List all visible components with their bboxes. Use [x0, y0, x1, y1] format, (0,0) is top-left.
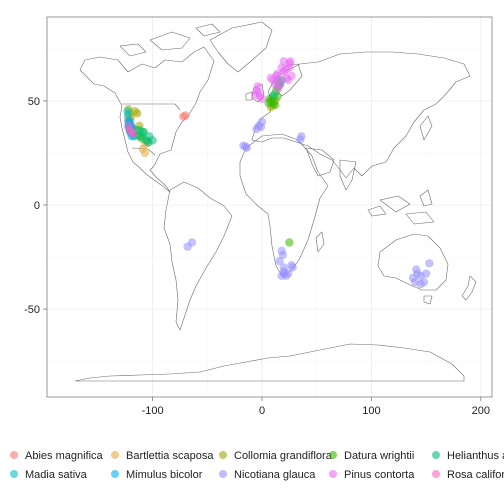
- x-tick-label: -100: [142, 405, 164, 417]
- occurrence-point: [252, 124, 261, 134]
- legend-label: Abies magnifica: [25, 450, 104, 462]
- map-tasmania: [423, 295, 433, 305]
- legend-key: [10, 451, 18, 459]
- occurrence-point: [242, 143, 251, 152]
- x-tick-label: 100: [362, 405, 380, 417]
- legend-key: [329, 451, 337, 459]
- map-border-usa-mexico: [131, 147, 156, 156]
- y-tick-label: 50: [28, 96, 40, 108]
- legend-label: Rosa califor: [447, 469, 504, 481]
- map-new-zealand: [461, 275, 477, 301]
- map-india: [339, 159, 357, 191]
- legend-item: Nicotiana glauca: [219, 469, 316, 481]
- axes: -100 0 100 200 -50 0 50: [24, 16, 493, 417]
- occurrence-point: [179, 112, 188, 121]
- occurrence-point: [297, 132, 306, 141]
- legend-item: Rosa califor: [432, 469, 504, 481]
- plot-area: -100 0 100 200 -50 0 50: [24, 16, 493, 417]
- occurrence-point: [133, 109, 142, 118]
- legend-label: Nicotiana glauca: [234, 469, 316, 481]
- legend-key: [432, 451, 440, 459]
- occurrence-point: [148, 136, 157, 145]
- map-southeast-asia: [367, 189, 435, 225]
- map-madagascar: [315, 231, 325, 253]
- legend-item: Datura wrightii: [329, 450, 414, 462]
- x-tick-label: 200: [472, 405, 490, 417]
- legend-label: Mimulus bicolor: [126, 469, 203, 481]
- legend-label: Helianthus a: [447, 450, 504, 462]
- legend-item: Helianthus a: [432, 450, 504, 462]
- occurrence-point: [270, 100, 280, 110]
- legend-label: Pinus contorta: [344, 469, 415, 481]
- occurrence-point: [253, 82, 262, 91]
- map-australia: [377, 233, 449, 291]
- occurrence-point: [288, 263, 297, 272]
- occurrence-point: [273, 69, 282, 79]
- occurrence-point: [140, 148, 150, 158]
- grid-lines: [47, 17, 492, 397]
- legend: Abies magnifica Bartlettia scaposa Collomi…: [10, 450, 504, 481]
- legend-item: Collomia grandiflora: [219, 450, 333, 462]
- map-north-america: [79, 46, 215, 193]
- map-africa: [239, 133, 329, 277]
- x-tick-label: 0: [259, 405, 265, 417]
- map-south-america: [163, 181, 233, 331]
- occurrence-points: [123, 57, 434, 289]
- legend-item: Pinus contorta: [329, 469, 415, 481]
- occurrence-point: [425, 259, 434, 268]
- legend-key: [219, 470, 227, 478]
- legend-key: [10, 470, 18, 478]
- occurrence-point: [257, 117, 267, 126]
- occurrence-point: [279, 267, 289, 276]
- occurrence-point: [275, 257, 284, 266]
- legend-key: [329, 470, 337, 478]
- map-arabia: [305, 147, 335, 177]
- occurrence-point: [128, 130, 138, 139]
- legend-item: Abies magnifica: [10, 450, 104, 462]
- map-greenland: [209, 21, 273, 73]
- legend-item: Bartlettia scaposa: [111, 450, 214, 462]
- occurrence-point: [285, 238, 294, 247]
- occurrence-point: [419, 277, 429, 287]
- legend-item: Madia sativa: [10, 469, 88, 481]
- legend-label: Bartlettia scaposa: [126, 450, 214, 462]
- legend-label: Datura wrightii: [344, 450, 414, 462]
- occurrence-point: [413, 269, 422, 278]
- legend-label: Madia sativa: [25, 469, 88, 481]
- map-border-canada-usa: [122, 103, 181, 111]
- occurrence-point: [274, 84, 283, 93]
- map-japan: [419, 115, 433, 141]
- legend-key: [111, 451, 119, 459]
- map-antarctica: [74, 343, 465, 382]
- y-tick-label: 0: [34, 200, 40, 212]
- legend-item: Mimulus bicolor: [111, 469, 203, 481]
- legend-key: [111, 470, 119, 478]
- occurrence-point: [135, 125, 144, 135]
- occurrence-point: [183, 242, 192, 251]
- legend-key: [219, 451, 227, 459]
- occurrence-point: [266, 73, 275, 83]
- occurrence-point: [279, 57, 289, 66]
- legend-key: [432, 470, 440, 478]
- map-arctic-islands: [119, 23, 221, 57]
- legend-label: Collomia grandiflora: [234, 450, 333, 462]
- occurrence-point: [257, 94, 267, 104]
- occurrence-point: [269, 90, 279, 99]
- occurrence-point: [286, 57, 295, 66]
- occurrence-point: [264, 98, 273, 108]
- occurrence-point: [284, 75, 293, 85]
- panel-border: [46, 16, 493, 398]
- y-tick-label: -50: [24, 304, 40, 316]
- occurrence-point: [278, 250, 287, 260]
